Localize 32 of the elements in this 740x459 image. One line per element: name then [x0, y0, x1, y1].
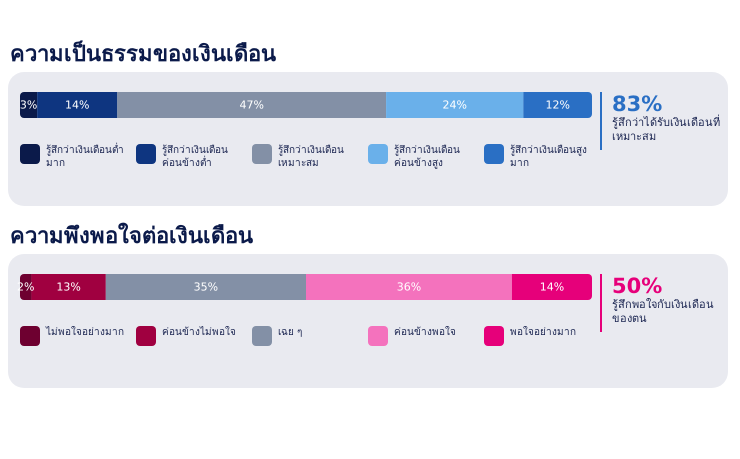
bar: [37, 92, 118, 118]
text: 83%: [612, 92, 662, 116]
legend-label: เฉย ๆ: [278, 326, 304, 339]
legend-label: รู้สึกว่าเงินเดือนสูงมาก: [510, 144, 588, 170]
data-label: 36%: [396, 280, 422, 294]
bar: [117, 92, 386, 118]
chart-title: ความพึงพอใจต่อเงินเดือน: [9, 222, 254, 251]
data-label: 35%: [194, 280, 218, 294]
bar: [306, 274, 512, 300]
legend-label: ไม่พอใจอย่างมาก: [46, 326, 125, 339]
legend-label: ค่อนข้างไม่พอใจ: [162, 326, 237, 339]
legend-label: ค่อนข้างพอใจ: [394, 326, 457, 339]
text: 50%: [612, 274, 664, 298]
bar: [512, 274, 592, 300]
bar: [523, 92, 592, 118]
legend-label: พอใจอย่างมาก: [510, 326, 577, 339]
legend-label: รู้สึกว่าเงินเดือนต่ำมาก: [46, 144, 125, 170]
chart-title: ความเป็นธรรมของเงินเดือน: [9, 39, 277, 69]
legend-label: รู้สึกว่าเงินเดือนค่อนข้างต่ำ: [162, 144, 229, 170]
data-label: 47%: [239, 98, 264, 112]
text: รู้สึกว่าได้รับเงินเดือนที่เหมาะสม: [612, 116, 721, 144]
legend-label: รู้สึกว่าเงินเดือนเหมาะสม: [278, 144, 345, 170]
data-label: 12%: [545, 98, 570, 112]
legend-label: รู้สึกว่าเงินเดือนค่อนข้างสูง: [394, 144, 461, 170]
text: รู้สึกพอใจกับเงินเดือนของตน: [612, 298, 715, 326]
data-label: 13%: [56, 280, 81, 294]
data-label: 24%: [442, 98, 467, 112]
bar: [386, 92, 524, 118]
data-label: 14%: [64, 98, 90, 112]
data-label: 14%: [540, 280, 564, 294]
bar: [106, 274, 306, 300]
data-label: 3%: [20, 98, 38, 112]
